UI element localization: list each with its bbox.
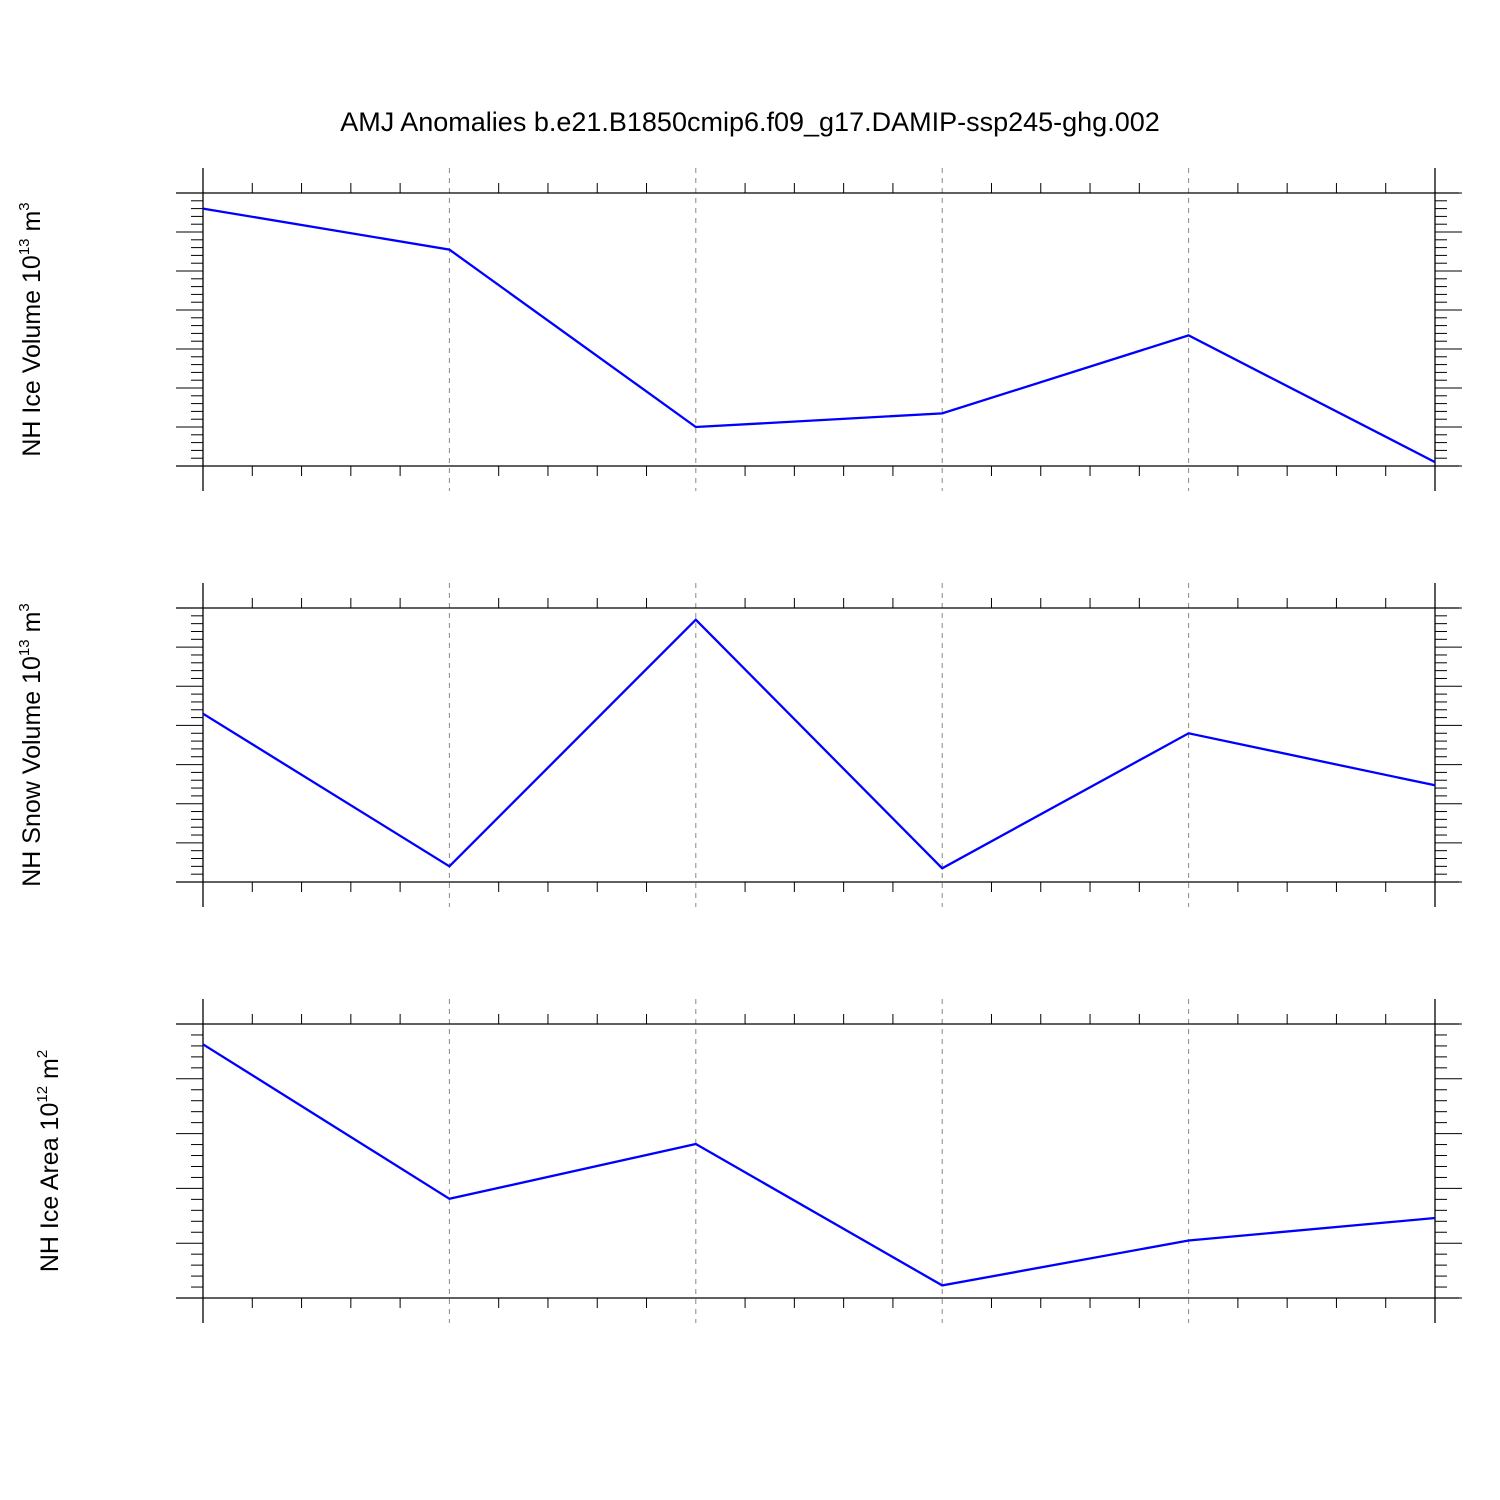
y-axis-label-text: m xyxy=(18,612,46,640)
data-line xyxy=(202,1043,1436,1287)
y-axis-label-text: m xyxy=(18,211,46,239)
y-axis-label-superscript: 3 xyxy=(16,202,33,210)
panel-ice-area: NH Ice Area 1012 m2 xyxy=(34,999,1462,1323)
y-axis-label-superscript: 2 xyxy=(34,1050,51,1058)
data-line xyxy=(202,207,1436,464)
panel-snow-volume: NH Snow Volume 1013 m3 xyxy=(16,583,1462,907)
y-axis-label-text: NH Ice Volume 10 xyxy=(18,255,46,457)
y-axis-label: NH Ice Volume 1013 m3 xyxy=(16,202,46,456)
data-line xyxy=(202,618,1436,870)
y-axis-label: NH Snow Volume 1013 m3 xyxy=(16,603,46,887)
y-axis-label-superscript: 13 xyxy=(16,639,33,656)
panel-ice-volume: NH Ice Volume 1013 m3 xyxy=(16,168,1462,491)
y-axis-label-text: NH Snow Volume 10 xyxy=(18,656,46,887)
figure-title: AMJ Anomalies b.e21.B1850cmip6.f09_g17.D… xyxy=(340,107,1160,137)
y-axis-label-text: m xyxy=(36,1058,64,1086)
y-axis-label: NH Ice Area 1012 m2 xyxy=(34,1050,64,1272)
y-axis-label-superscript: 13 xyxy=(16,238,33,255)
y-axis-label-superscript: 12 xyxy=(34,1086,51,1103)
y-axis-label-text: NH Ice Area 10 xyxy=(36,1103,64,1273)
y-axis-label-superscript: 3 xyxy=(16,603,33,611)
